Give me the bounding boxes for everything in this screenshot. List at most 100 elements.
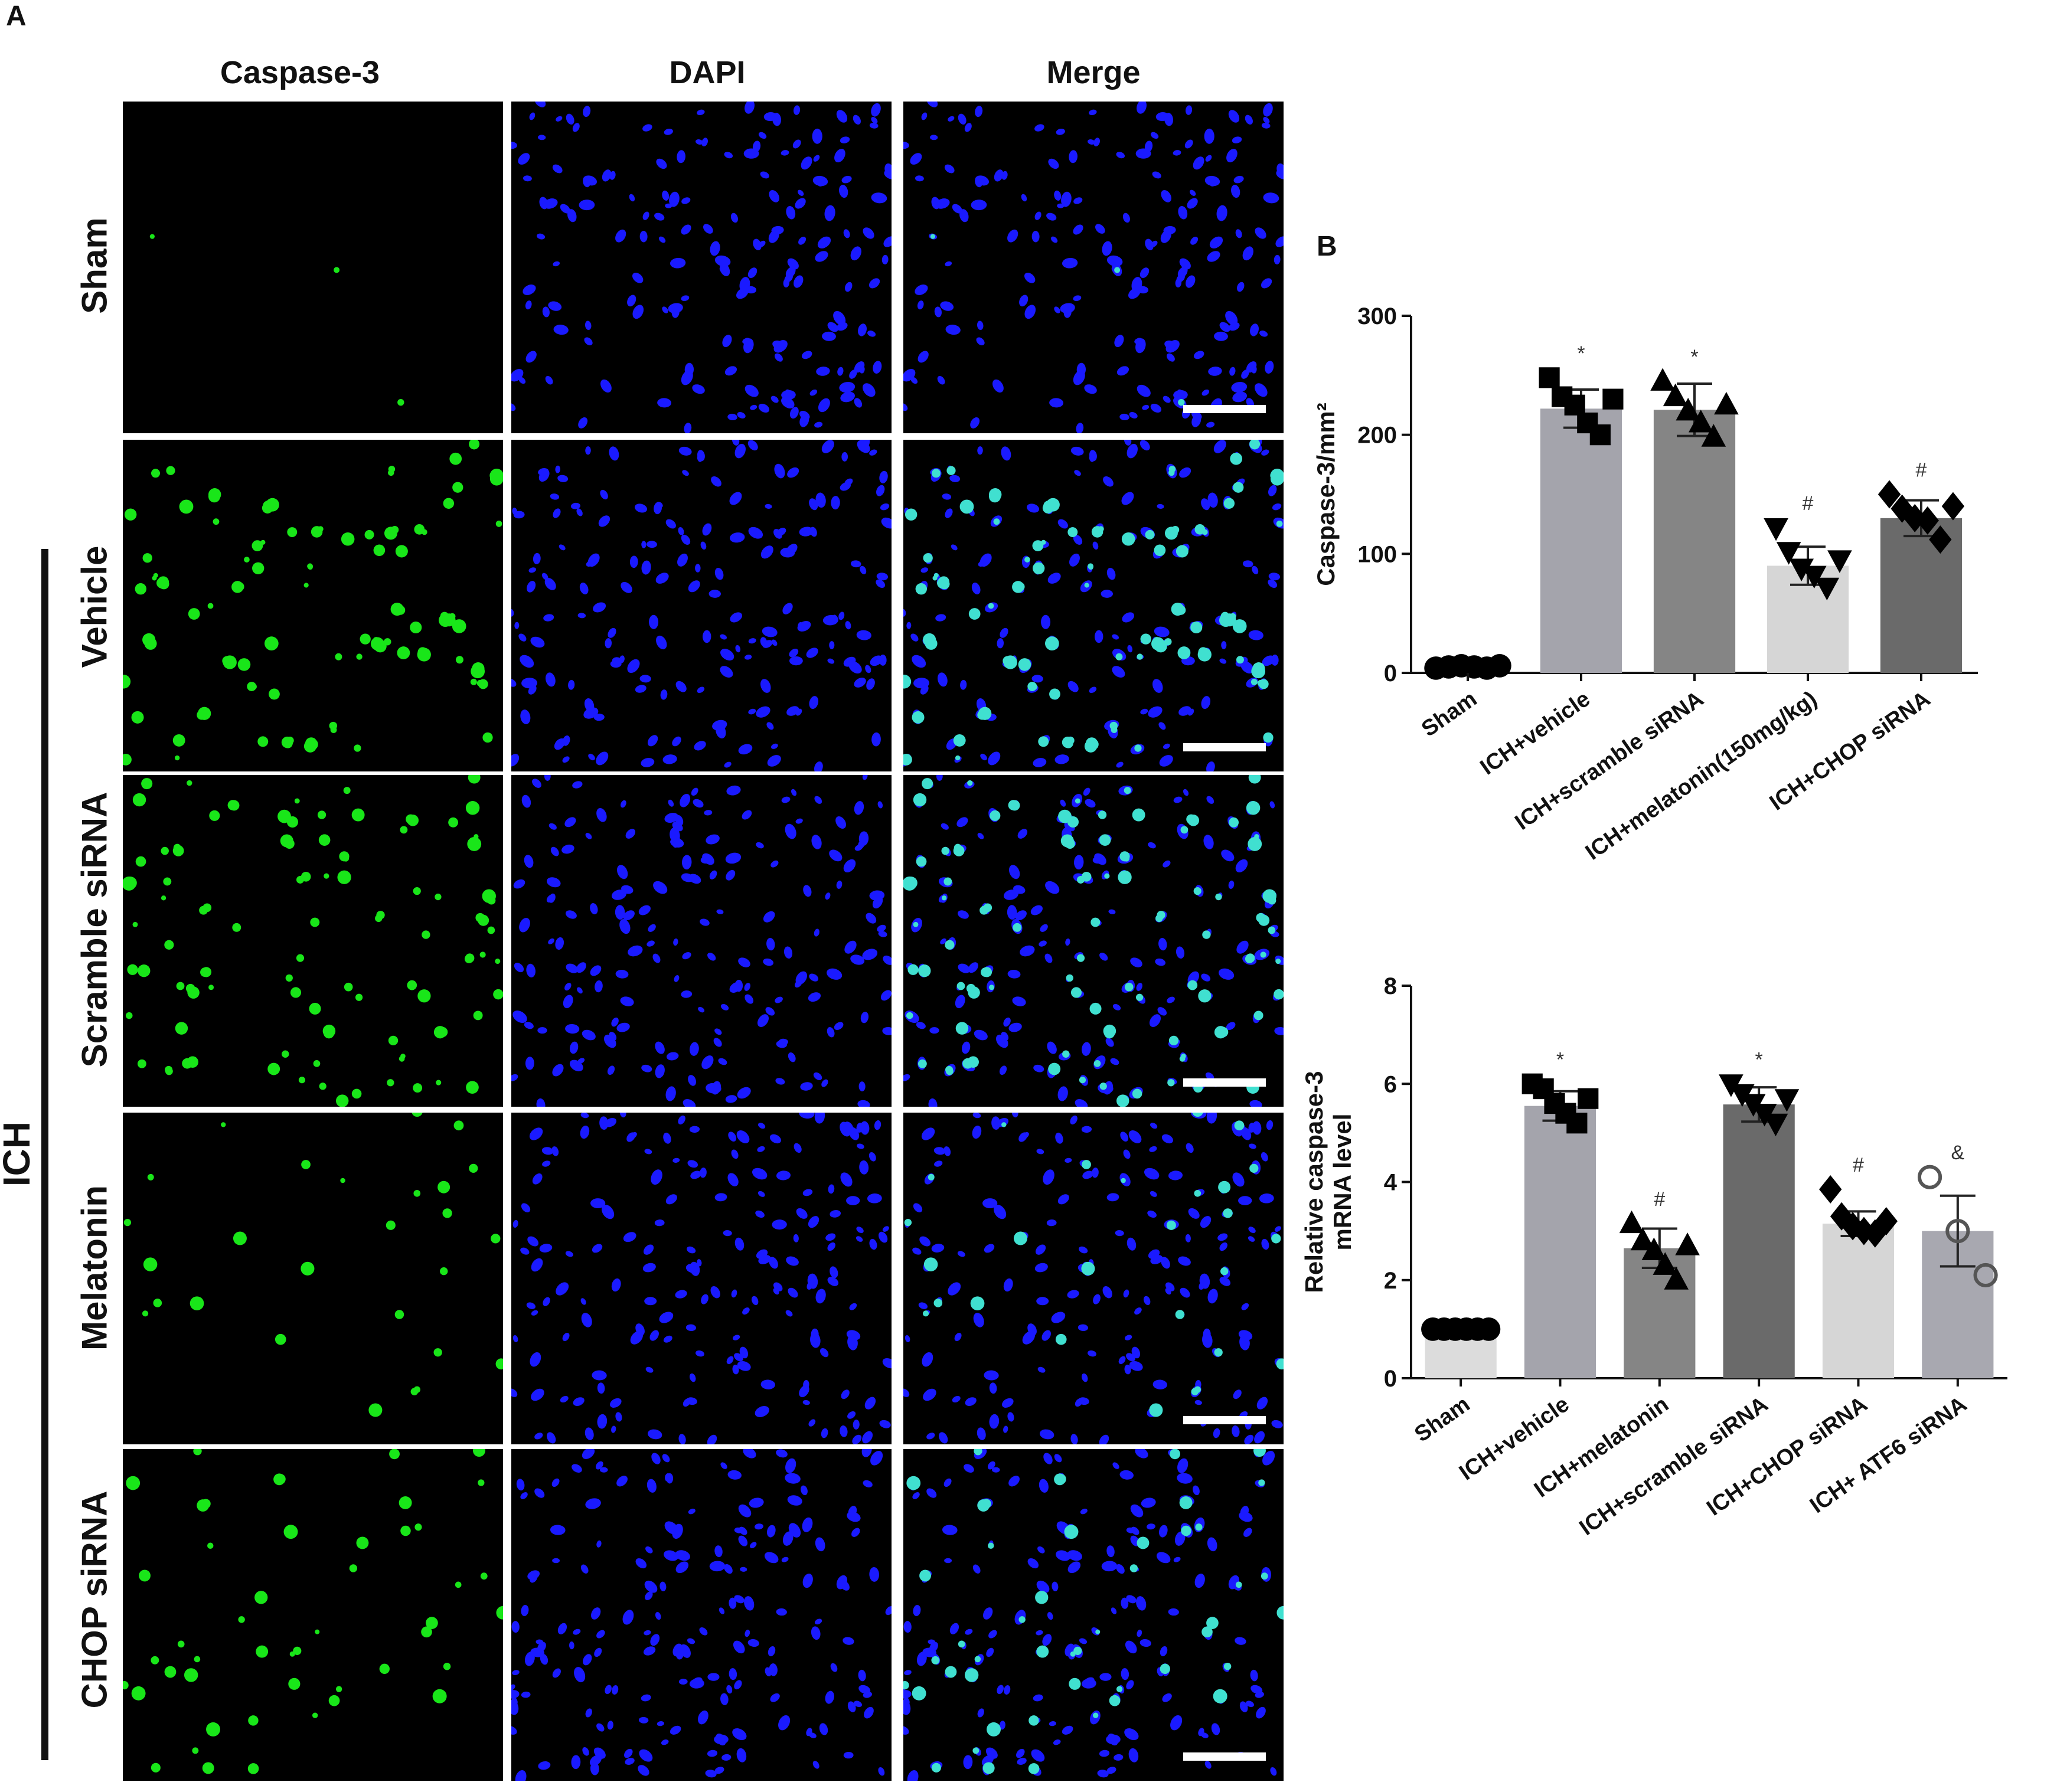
scale-bar	[1183, 405, 1266, 413]
significance-marker: #	[1803, 492, 1814, 515]
data-point	[1776, 542, 1801, 565]
scale-bar	[1183, 1752, 1266, 1761]
data-point	[1578, 1088, 1599, 1109]
micrograph-vehicle-merge	[903, 440, 1284, 771]
significance-marker: *	[1577, 342, 1585, 365]
row-label-chop-sirna: CHOP siRNA	[74, 1490, 115, 1709]
column-header-caspase3: Caspase-3	[220, 55, 380, 90]
data-point	[1650, 368, 1675, 391]
data-point	[1566, 1113, 1588, 1134]
caspase3-mrna-chart: 0 2 4 6 8 Relative caspase-3 mRNA level Sham * IC…	[1299, 956, 2031, 1667]
micrograph-vehicle-caspase3	[123, 440, 503, 771]
data-point	[1827, 550, 1852, 573]
micrograph-chop-sirna-caspase3	[123, 1449, 503, 1781]
bar	[1822, 1224, 1895, 1378]
y-tick-label: 300	[1357, 303, 1397, 329]
micrograph-melatonin-merge	[903, 1113, 1284, 1444]
y-tick-label: 200	[1357, 423, 1397, 449]
y-tick-label: 4	[1384, 1170, 1398, 1196]
data-point	[1814, 577, 1840, 601]
column-header-merge: Merge	[1046, 55, 1141, 90]
micrograph-chop-sirna-dapi	[511, 1449, 892, 1781]
data-point	[1875, 1207, 1898, 1235]
scale-bar	[1183, 743, 1266, 751]
data-point	[1945, 1219, 1970, 1244]
y-tick-label: 100	[1357, 541, 1397, 567]
row-label-scramble-sirna: Scramble siRNA	[74, 792, 115, 1068]
ich-group-label: ICH	[0, 1121, 38, 1187]
x-tick-label: ICH+vehicle	[1476, 686, 1595, 780]
micrograph-scramble-sirna-dapi	[511, 775, 892, 1107]
column-header-dapi: DAPI	[669, 55, 746, 90]
ich-group-bracket	[41, 549, 48, 1760]
data-point	[1653, 1252, 1678, 1275]
data-point	[1688, 410, 1713, 433]
x-tick-label: Sham	[1410, 1392, 1474, 1447]
data-point	[1789, 558, 1814, 581]
y-tick-label: 6	[1384, 1071, 1397, 1097]
y-tick-label: 0	[1384, 660, 1397, 686]
micrograph-sham-merge	[903, 102, 1284, 433]
data-point	[1917, 1165, 1942, 1189]
panel-b-letter: B	[1317, 231, 1337, 262]
data-point	[1929, 525, 1952, 554]
data-point	[1477, 1317, 1501, 1341]
row-label-vehicle: Vehicle	[74, 545, 115, 668]
bar	[1524, 1106, 1596, 1378]
y-axis-label: Relative caspase-3	[1300, 1071, 1328, 1293]
data-point	[1564, 394, 1585, 416]
y-tick-label: 2	[1384, 1268, 1397, 1294]
data-point	[1714, 391, 1739, 415]
data-point	[1701, 424, 1726, 447]
data-point	[1488, 654, 1511, 678]
data-point	[1641, 1237, 1667, 1260]
significance-marker: #	[1916, 459, 1927, 482]
bar	[1723, 1104, 1795, 1378]
data-point	[1630, 1227, 1656, 1251]
x-tick-label: ICH+CHOP siRNA	[1702, 1392, 1872, 1521]
x-tick-label: ICH+scramble siRNA	[1511, 686, 1709, 835]
bar	[1653, 410, 1736, 673]
significance-marker: #	[1853, 1154, 1864, 1176]
data-point	[1602, 388, 1624, 410]
x-tick-label: ICH+melatonin(150mg/kg)	[1581, 686, 1821, 865]
significance-marker: #	[1654, 1188, 1665, 1211]
data-point	[1663, 383, 1688, 407]
micrograph-vehicle-dapi	[511, 440, 892, 771]
scale-bar	[1183, 1416, 1266, 1424]
micrograph-scramble-sirna-merge	[903, 775, 1284, 1107]
micrograph-melatonin-dapi	[511, 1113, 892, 1444]
micrograph-sham-dapi	[511, 102, 892, 433]
bar	[1540, 408, 1622, 673]
data-point	[1973, 1263, 1998, 1288]
significance-marker: *	[1556, 1048, 1564, 1071]
scale-bar	[1183, 1078, 1266, 1087]
data-point	[1664, 1267, 1689, 1290]
caspase3-density-chart: 0 100 200 300 Caspase-3/mm² Sham * ICH+vehicle *…	[1299, 277, 2031, 977]
data-point	[1941, 492, 1965, 521]
data-point	[1801, 565, 1827, 589]
row-label-sham: Sham	[74, 217, 115, 314]
y-tick-label: 0	[1384, 1366, 1397, 1392]
significance-marker: &	[1951, 1142, 1964, 1164]
x-tick-label: ICH+scramble siRNA	[1575, 1392, 1773, 1541]
data-point	[1764, 518, 1788, 541]
y-axis-label: Caspase-3/mm²	[1312, 403, 1340, 586]
data-point	[1676, 397, 1701, 421]
y-tick-label: 8	[1384, 973, 1397, 999]
data-point	[1589, 424, 1611, 446]
significance-marker: *	[1690, 346, 1698, 368]
data-point	[1619, 1210, 1644, 1234]
data-point	[1774, 1089, 1800, 1112]
panel-a-letter: A	[6, 1, 27, 32]
bar	[1880, 518, 1963, 673]
y-axis-label: mRNA level	[1328, 1114, 1356, 1251]
data-point	[1675, 1232, 1700, 1255]
micrograph-scramble-sirna-caspase3	[123, 775, 503, 1107]
significance-marker: *	[1755, 1048, 1763, 1071]
micrograph-sham-caspase3	[123, 102, 503, 433]
data-point	[1763, 1113, 1788, 1137]
x-tick-label: Sham	[1417, 686, 1481, 742]
data-point	[1819, 1175, 1842, 1204]
micrograph-melatonin-caspase3	[123, 1113, 503, 1444]
